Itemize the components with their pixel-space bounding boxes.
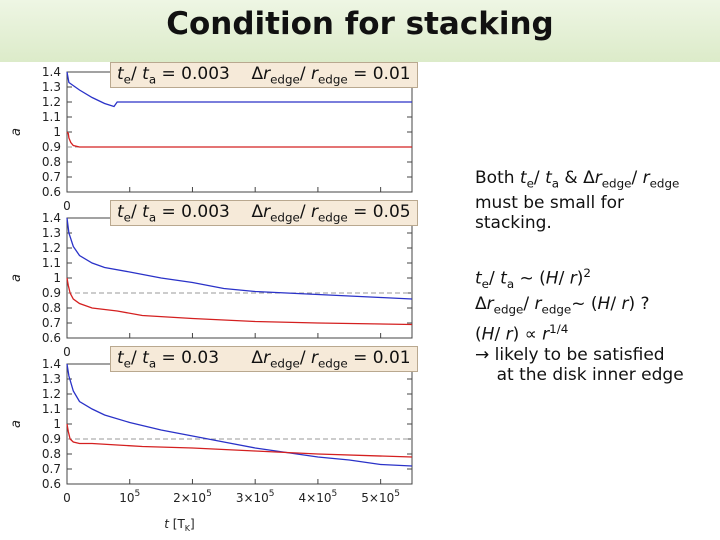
y-tick-label: 0.9 [42, 140, 61, 154]
y-tick-label: 0.8 [42, 155, 61, 169]
y-tick-label: 0.7 [42, 316, 61, 330]
x-tick-label: 3×105 [236, 489, 275, 505]
y-axis-label: a [9, 274, 24, 282]
y-tick-label: 0.6 [42, 185, 61, 199]
title-bar [0, 0, 720, 62]
y-tick-label: 1.4 [42, 211, 61, 225]
y-tick-label: 1.3 [42, 372, 61, 386]
y-tick-label: 1.2 [42, 387, 61, 401]
y-tick-label: 0.8 [42, 301, 61, 315]
x-tick-label: 0 [63, 491, 71, 505]
x-tick-label: 5×105 [361, 489, 400, 505]
y-tick-label: 1.1 [42, 256, 61, 270]
y-tick-label: 1 [53, 417, 61, 431]
y-tick-label: 0.7 [42, 462, 61, 476]
y-axis-label: a [9, 420, 24, 428]
slide-title: Condition for stacking [166, 6, 554, 42]
y-tick-label: 0.7 [42, 170, 61, 184]
y-tick-label: 1.1 [42, 402, 61, 416]
red-series-line [66, 131, 412, 148]
x-axis-label: t [TK] [164, 517, 194, 533]
panel-label-3: te/ ta = 0.03 Δredge/ redge = 0.01 [110, 346, 418, 373]
x-tick-label: 4×105 [299, 489, 338, 505]
side-note-stacking: Both te/ ta & Δredge/ redge must be smal… [475, 168, 680, 234]
y-tick-label: 1.2 [42, 241, 61, 255]
y-tick-label: 1.4 [42, 357, 61, 371]
panel-label-2: te/ ta = 0.003 Δredge/ redge = 0.05 [110, 200, 418, 227]
y-tick-label: 1.3 [42, 226, 61, 240]
y-tick-label: 1.1 [42, 110, 61, 124]
x-tick-label: 0 [63, 345, 71, 359]
y-tick-label: 0.9 [42, 286, 61, 300]
x-tick-label: 0 [63, 199, 71, 213]
red-series-line [66, 277, 413, 326]
y-tick-label: 1.2 [42, 95, 61, 109]
y-tick-label: 0.8 [42, 447, 61, 461]
y-tick-label: 0.9 [42, 432, 61, 446]
y-tick-label: 1 [53, 125, 61, 139]
plot-frame-2 [66, 217, 413, 339]
red-series-line [66, 423, 413, 458]
y-tick-label: 1.4 [42, 65, 61, 79]
side-note-scaling: te/ ta ~ (H/ r)2 Δredge/ redge~ (H/ r) ?… [475, 266, 684, 386]
x-tick-label: 2×105 [173, 489, 212, 505]
blue-series-line [66, 71, 412, 108]
plot-frame-3 [66, 363, 413, 485]
plot-frame-1 [66, 71, 413, 193]
y-tick-label: 1.3 [42, 80, 61, 94]
x-tick-label: 105 [119, 489, 140, 505]
blue-series-line [66, 217, 413, 300]
blue-series-line [66, 363, 413, 467]
y-tick-label: 0.6 [42, 477, 61, 491]
y-tick-label: 1 [53, 271, 61, 285]
y-axis-label: a [9, 128, 24, 136]
y-tick-label: 0.6 [42, 331, 61, 345]
panel-label-1: te/ ta = 0.003 Δredge/ redge = 0.01 [110, 62, 418, 89]
